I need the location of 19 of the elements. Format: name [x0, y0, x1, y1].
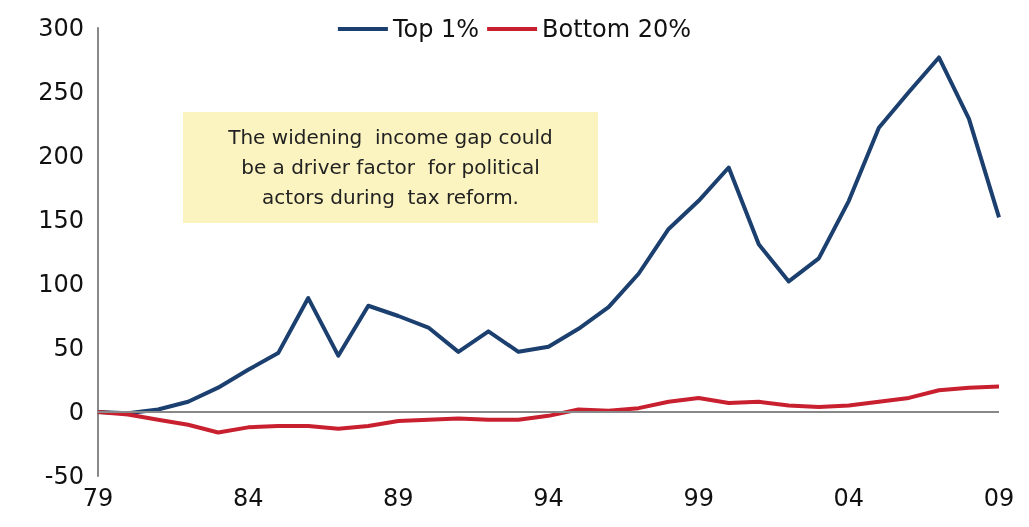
y-tick-label: -50 [44, 462, 84, 490]
y-tick-label: 250 [38, 78, 84, 106]
y-tick-label: 100 [38, 270, 84, 298]
x-tick-label: 84 [232, 484, 264, 512]
y-tick-label: 300 [38, 14, 84, 42]
y-tick-label: 200 [38, 142, 84, 170]
note-box: The widening income gap could be a driver factor for political actors during tax reform. [183, 112, 598, 223]
x-tick-label: 09 [983, 484, 1015, 512]
y-tick-label: 50 [53, 334, 84, 362]
x-tick-label: 94 [533, 484, 564, 512]
line-series [96, 384, 1001, 435]
legend-label: Bottom 20% [542, 15, 692, 43]
x-tick-label: 04 [833, 484, 865, 512]
x-tick-label: 79 [82, 484, 114, 512]
x-tick-label: 89 [383, 484, 414, 512]
legend-label: Top 1% [391, 15, 480, 43]
y-tick-label: 150 [38, 206, 84, 234]
x-tick-label: 99 [683, 484, 714, 512]
y-tick-label: 0 [68, 398, 84, 426]
